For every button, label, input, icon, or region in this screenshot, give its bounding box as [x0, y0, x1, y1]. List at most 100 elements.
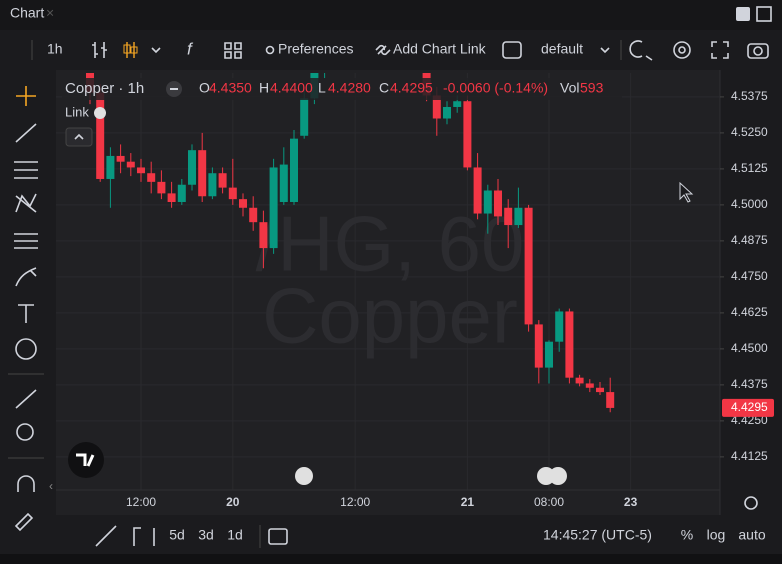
x-tick-label: 12:00 — [126, 495, 156, 509]
candle-body — [453, 101, 462, 107]
clock: 14:45:27 (UTC-5) — [543, 527, 652, 543]
collapse-toolbar[interactable]: ‹ — [49, 479, 53, 493]
candle-body — [106, 155, 115, 179]
event-marker[interactable] — [549, 467, 567, 485]
legend-label: O — [199, 80, 210, 96]
y-tick-label: 4.4875 — [731, 233, 768, 247]
candle-body — [249, 207, 258, 223]
legend-label: Vol — [560, 80, 579, 96]
link-label: Link — [65, 104, 89, 119]
candle-body — [443, 106, 451, 119]
scale-option[interactable]: auto — [738, 527, 765, 543]
collapse-button[interactable] — [65, 127, 93, 147]
pattern-tool[interactable] — [15, 193, 37, 213]
x-tick-label: 08:00 — [534, 495, 564, 509]
add-tab[interactable] — [736, 7, 750, 21]
candle-body — [483, 190, 492, 214]
window-button[interactable] — [756, 6, 772, 22]
candle-body — [565, 311, 574, 378]
x-tick-label: 23 — [624, 495, 638, 509]
gear-icon — [265, 45, 275, 55]
brush-tool[interactable] — [15, 267, 37, 287]
candle-body — [116, 155, 125, 162]
candle-body — [157, 181, 166, 194]
candles-icon-body — [123, 44, 131, 54]
candle-body — [606, 392, 615, 408]
x-tick-label: 21 — [461, 495, 475, 509]
interval[interactable]: 1h — [47, 41, 63, 57]
crosshair-tool[interactable] — [16, 86, 36, 106]
candle-body — [259, 222, 268, 249]
candle-body — [585, 383, 594, 388]
watermark: /HG, 60 — [256, 200, 525, 288]
chart-title: Copper · 1h — [65, 80, 144, 97]
logo-mark — [76, 453, 95, 467]
projection-tool[interactable] — [14, 233, 38, 249]
legend-bg — [62, 78, 622, 100]
legend-value: 4.4400 — [270, 80, 313, 96]
tab-close[interactable]: × — [46, 5, 54, 21]
y-tick-label: 4.5125 — [731, 161, 768, 175]
zoom-tool[interactable] — [16, 423, 34, 441]
last-price-label: 4.4295 — [731, 400, 768, 414]
layout-name[interactable]: default — [541, 41, 583, 57]
candle-body — [545, 341, 553, 368]
event-marker[interactable] — [295, 467, 313, 485]
y-tick-label: 4.5000 — [731, 197, 768, 211]
indicators-icon[interactable]: f — [187, 39, 194, 58]
bottom-edge — [0, 554, 782, 564]
candle-body — [137, 167, 145, 174]
range-button[interactable]: 3d — [198, 527, 214, 543]
candle-body — [147, 173, 156, 182]
draw-line-button[interactable] — [95, 525, 117, 547]
candle-body — [494, 190, 502, 217]
layout-icon[interactable] — [224, 42, 242, 59]
fullscreen-icon[interactable] — [711, 41, 729, 59]
date-range-button[interactable] — [268, 528, 288, 545]
text-tool[interactable] — [18, 304, 34, 323]
add-chart-link[interactable]: Add Chart Link — [393, 41, 487, 57]
legend-change: -0.0060 (-0.14%) — [443, 80, 548, 96]
emoji-tool[interactable] — [15, 338, 37, 360]
candle-body — [575, 377, 584, 384]
link-toggle[interactable] — [94, 107, 106, 119]
layout-box[interactable] — [502, 41, 522, 59]
candle-body — [198, 150, 207, 197]
range-button[interactable]: 1d — [227, 527, 243, 543]
candle-body — [167, 193, 176, 203]
candle-body — [188, 150, 196, 185]
y-tick-label: 4.4750 — [731, 269, 768, 283]
tab-bar — [0, 0, 782, 30]
replay-icon[interactable] — [629, 40, 653, 61]
preferences[interactable]: Preferences — [278, 41, 353, 57]
scale-option[interactable]: log — [707, 527, 726, 543]
chevron[interactable] — [151, 47, 161, 54]
chart-area — [56, 70, 720, 515]
bars-icon[interactable] — [92, 42, 107, 58]
candle-body — [555, 311, 564, 342]
chevron[interactable] — [600, 47, 610, 54]
candle-body — [239, 199, 247, 208]
y-tick-label: 4.5375 — [731, 89, 768, 103]
fib-tool[interactable] — [14, 161, 38, 179]
line-tool[interactable] — [15, 123, 37, 143]
magnet-tool[interactable] — [17, 475, 35, 492]
tab-title[interactable]: Chart — [10, 5, 44, 21]
scale-option[interactable]: % — [681, 527, 693, 543]
snapshot-icon[interactable] — [747, 43, 769, 59]
grid — [56, 73, 720, 490]
axis-settings[interactable] — [744, 496, 758, 510]
lock-tool[interactable] — [14, 512, 34, 532]
x-tick-label: 12:00 — [340, 495, 370, 509]
legend-value: 4.4280 — [328, 80, 371, 96]
range-button[interactable]: 5d — [169, 527, 185, 543]
candle-body — [463, 101, 472, 168]
x-tick-label: 20 — [226, 495, 240, 509]
collapse-icon — [74, 133, 84, 140]
compare-button[interactable] — [133, 527, 155, 546]
settings-icon[interactable] — [673, 41, 691, 59]
legend-value: 4.4295 — [390, 80, 433, 96]
ruler-tool[interactable] — [15, 389, 37, 409]
